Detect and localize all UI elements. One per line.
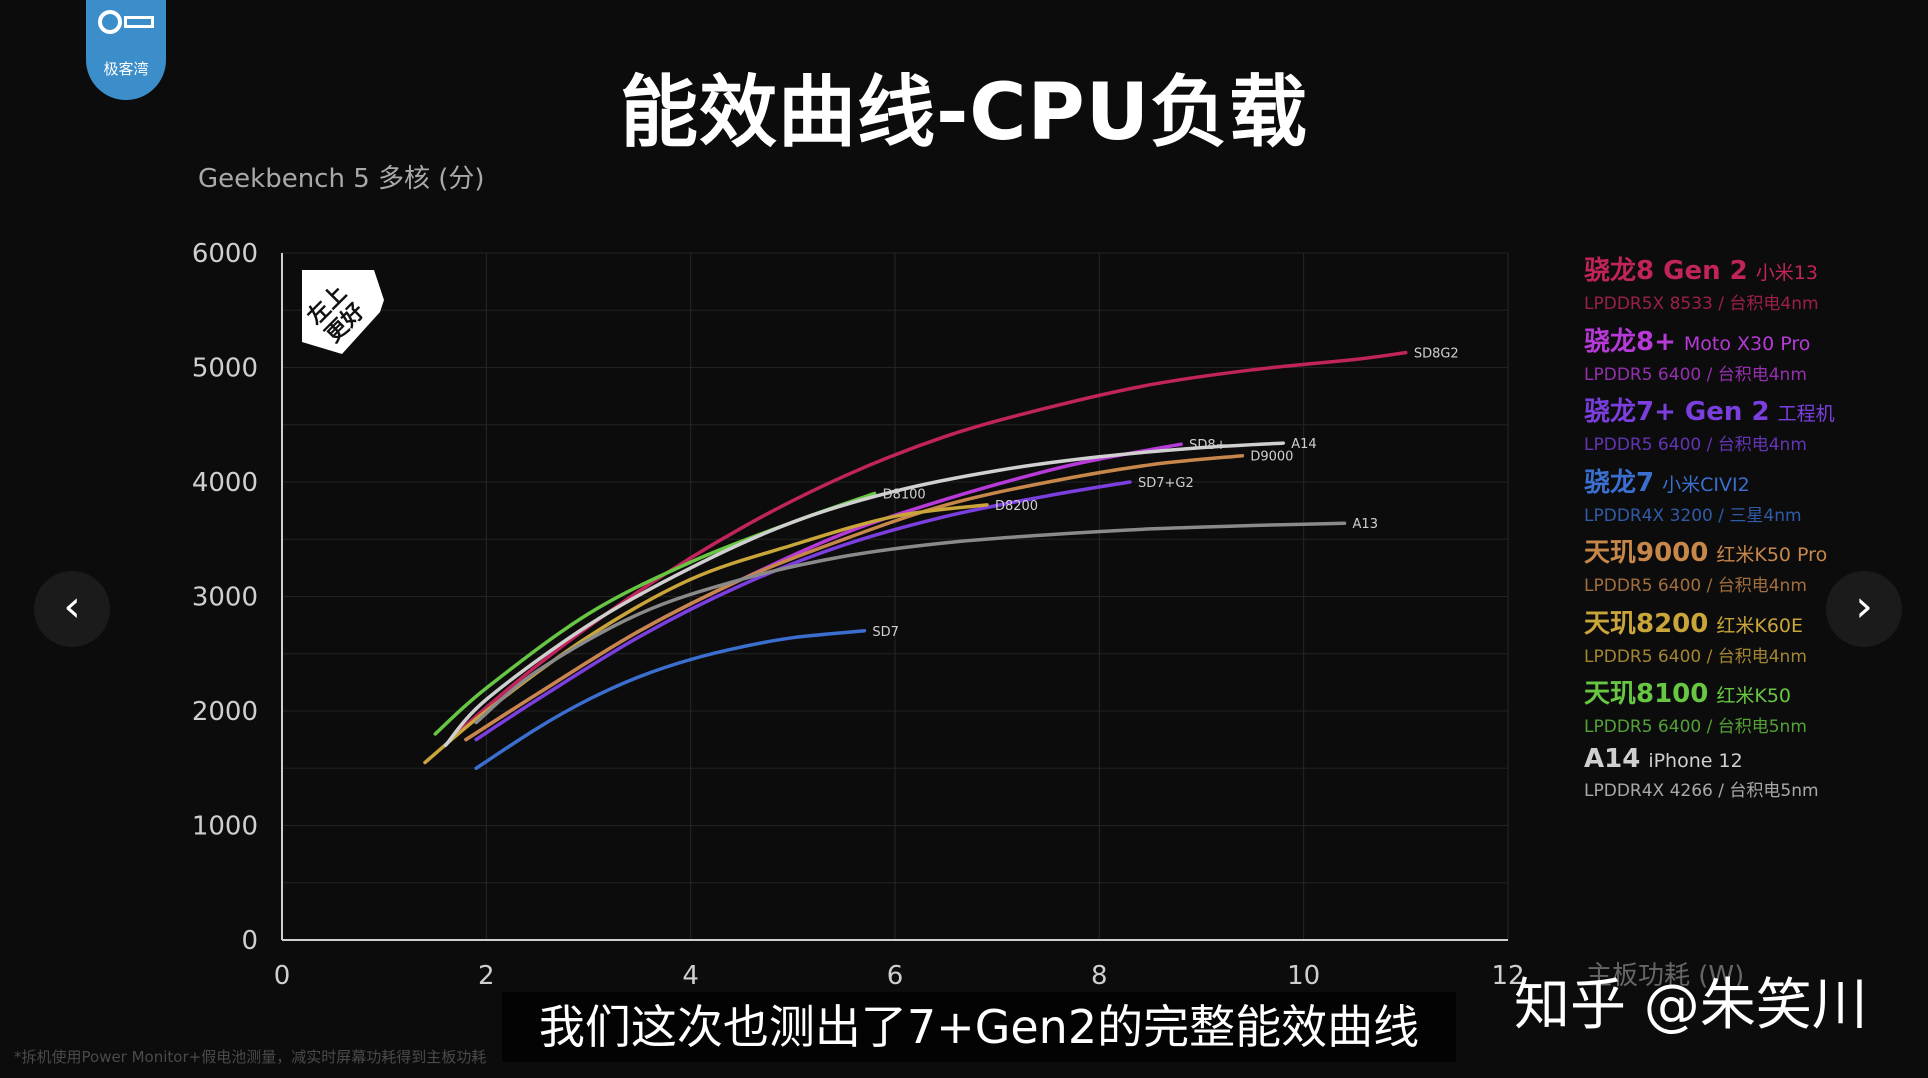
series-end-label: SD7 (872, 625, 899, 640)
prev-slide-button[interactable]: ‹ (34, 571, 110, 647)
legend-memory: LPDDR5X 8533 / 台积电4nm (1584, 294, 1819, 314)
legend-device: 红米K60E (1716, 614, 1804, 637)
x-tick-label: 2 (478, 961, 495, 991)
logo: 极客湾 (86, 0, 166, 100)
legend-item: 骁龙8+ Moto X30 Pro LPDDR5 6400 / 台积电4nm (1584, 321, 1914, 392)
legend-device: Moto X30 Pro (1683, 332, 1811, 355)
legend-device: 小米13 (1755, 262, 1818, 284)
video-subtitle: 我们这次也测出了7+Gen2的完整能效曲线 (502, 992, 1456, 1062)
series-line-a13 (474, 521, 1347, 725)
series-line-sd8+ (464, 442, 1183, 742)
legend-chip-name: 天玑8200 (1584, 608, 1709, 639)
legend-chip-name: 天玑9000 (1584, 538, 1709, 568)
better-badge (302, 270, 384, 354)
legend-chip-name: 天玑8100 (1584, 679, 1709, 709)
chevron-right-icon: › (1855, 581, 1873, 632)
legend-device: 小米CIVI2 (1662, 473, 1750, 496)
y-tick-label: 1000 (192, 812, 258, 842)
x-tick-label: 10 (1287, 961, 1320, 991)
legend-device: 工程机 (1777, 403, 1835, 425)
x-tick-label: 6 (887, 961, 904, 991)
series-end-label: SD7+G2 (1138, 476, 1194, 491)
y-tick-label: 2000 (192, 697, 258, 727)
series-end-label: A14 (1291, 437, 1316, 452)
gear-icon (98, 10, 122, 34)
page-title: 能效曲线-CPU负载 (619, 68, 1309, 158)
x-tick-label: 8 (1091, 961, 1108, 991)
legend-device: 红米K50 (1716, 685, 1792, 707)
y-axis-title: Geekbench 5 多核 (分) (198, 164, 485, 194)
x-axis-title: 主板功耗 (W) (1586, 961, 1744, 991)
legend-item: 骁龙8 Gen 2 小米13 LPDDR5X 8533 / 台积电4nm (1584, 250, 1914, 321)
chevron-left-icon: ‹ (63, 581, 81, 632)
y-tick-label: 3000 (192, 583, 258, 613)
legend-item: A14 iPhone 12 LPDDR4X 4266 / 台积电5nm (1584, 744, 1914, 815)
y-tick-label: 4000 (192, 468, 258, 498)
legend-memory: LPDDR4X 4266 / 台积电5nm (1584, 780, 1819, 801)
legend-memory: LPDDR5 6400 / 台积电4nm (1584, 576, 1807, 596)
series-end-label: SD8G2 (1414, 347, 1459, 362)
legend-item: 天玑8200 红米K60E LPDDR5 6400 / 台积电4nm (1584, 603, 1914, 674)
board-icon (124, 16, 154, 28)
legend-memory: LPDDR5 6400 / 台积电5nm (1584, 717, 1807, 737)
x-tick-label: 0 (274, 961, 291, 991)
legend-chip-name: 骁龙8 Gen 2 (1584, 256, 1748, 286)
footnote: *拆机使用Power Monitor+假电池测量，减实时屏幕功耗得到主板功耗 (14, 1048, 487, 1066)
x-tick-label: 12 (1491, 961, 1524, 991)
legend-chip-name: 骁龙7+ Gen 2 (1584, 397, 1770, 427)
legend-memory: LPDDR4X 3200 / 三星4nm (1584, 505, 1802, 526)
y-tick-label: 0 (241, 926, 258, 956)
series-line-sd7+g2 (474, 480, 1132, 742)
logo-text: 极客湾 (103, 60, 149, 78)
next-slide-button[interactable]: › (1826, 571, 1902, 647)
series-end-label: D9000 (1250, 450, 1293, 465)
y-tick-label: 6000 (192, 239, 258, 269)
legend-item: 天玑8100 红米K50 LPDDR5 6400 / 台积电5nm (1584, 673, 1914, 744)
series-end-label: A13 (1353, 517, 1378, 532)
legend-chip-name: 骁龙8+ (1584, 326, 1676, 357)
legend-memory: LPDDR5 6400 / 台积电4nm (1584, 364, 1807, 385)
legend-memory: LPDDR5 6400 / 台积电4nm (1584, 646, 1807, 667)
legend: 骁龙8 Gen 2 小米13 LPDDR5X 8533 / 台积电4nm 骁龙8+ Mo… (1584, 250, 1914, 814)
series-line-sd7 (474, 629, 867, 771)
legend-chip-name: A14 (1584, 743, 1641, 774)
legend-device: 红米K50 Pro (1716, 544, 1828, 566)
y-tick-label: 5000 (192, 354, 258, 384)
legend-item: 天玑9000 红米K50 Pro LPDDR5 6400 / 台积电4nm (1584, 532, 1914, 603)
series-line-d8200 (423, 503, 989, 765)
legend-memory: LPDDR5 6400 / 台积电4nm (1584, 435, 1807, 455)
series-line-a14 (443, 441, 1285, 748)
legend-item: 骁龙7 小米CIVI2 LPDDR4X 3200 / 三星4nm (1584, 462, 1914, 533)
legend-item: 骁龙7+ Gen 2 工程机 LPDDR5 6400 / 台积电4nm (1584, 391, 1914, 462)
x-tick-label: 4 (682, 961, 699, 991)
series-line-d9000 (464, 453, 1245, 742)
series-end-label: D8200 (995, 499, 1038, 514)
legend-device: iPhone 12 (1648, 749, 1743, 772)
legend-chip-name: 骁龙7 (1584, 467, 1655, 498)
watermark: 知乎 @朱笑川 (1514, 973, 1868, 1038)
